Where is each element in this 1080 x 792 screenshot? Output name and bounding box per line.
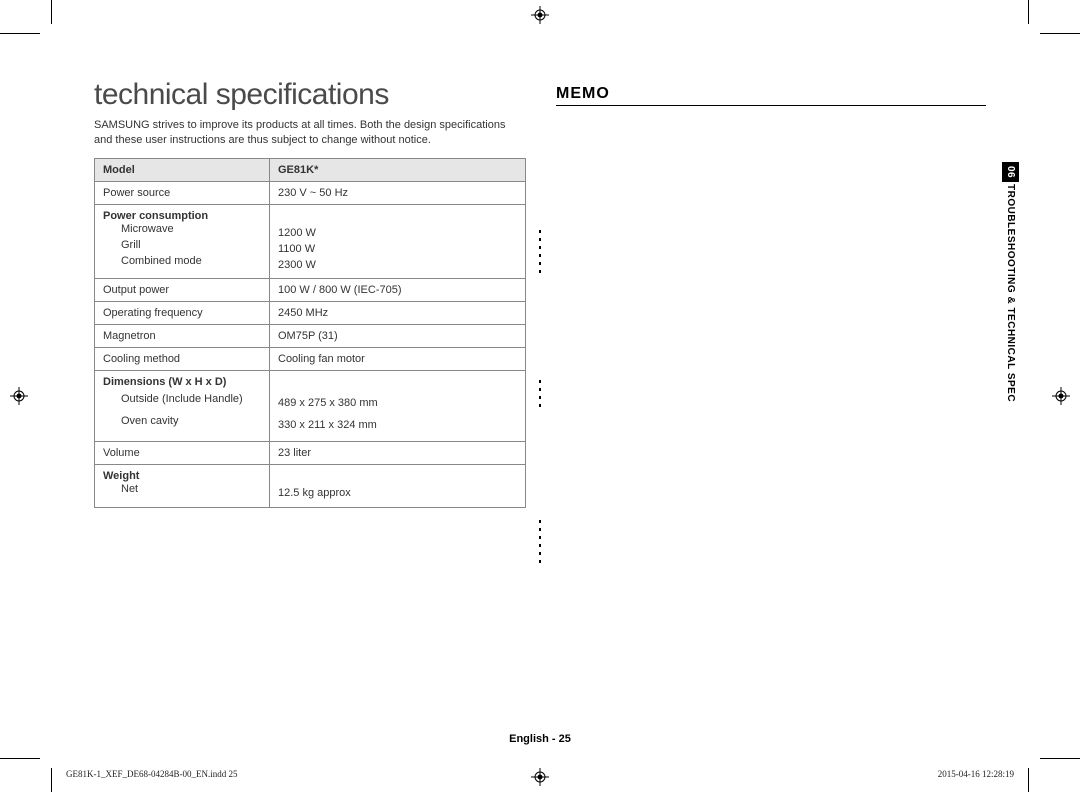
spec-label-head: Dimensions (W x H x D) [103, 376, 226, 388]
registration-mark-icon [10, 387, 28, 405]
spec-label: Output power [95, 279, 270, 302]
spec-subvalue: 330 x 211 x 324 mm [278, 414, 517, 436]
spec-value: 2450 MHz [270, 302, 526, 325]
registration-mark-icon [531, 6, 549, 24]
spec-subvalue: 12.5 kg approx [278, 486, 517, 502]
memo-heading: MEMO [556, 85, 610, 103]
spec-label: Power consumption Microwave Grill Combin… [95, 204, 270, 279]
spec-table: Model GE81K* Power source 230 V ~ 50 Hz … [94, 158, 526, 509]
spec-value: 23 liter [270, 442, 526, 465]
spec-value: OM75P (31) [270, 325, 526, 348]
crop-mark [0, 33, 40, 34]
spec-sublabel: Outside (Include Handle) [103, 388, 261, 410]
spec-sublabel: Oven cavity [103, 410, 261, 432]
table-row: Weight Net 12.5 kg approx [95, 465, 526, 508]
spec-value: 1200 W 1100 W 2300 W [270, 204, 526, 279]
table-header-value: GE81K* [270, 158, 526, 181]
table-row: Power consumption Microwave Grill Combin… [95, 204, 526, 279]
crop-mark [1040, 33, 1080, 34]
spec-subvalue: 2300 W [278, 258, 517, 274]
spec-value: Cooling fan motor [270, 348, 526, 371]
spec-value: 12.5 kg approx [270, 465, 526, 508]
spec-label: Weight Net [95, 465, 270, 508]
crop-mark [51, 768, 52, 792]
table-row: Magnetron OM75P (31) [95, 325, 526, 348]
crop-mark [1028, 0, 1029, 24]
memo-underline [556, 105, 986, 106]
crop-mark [1028, 768, 1029, 792]
page-number: English - 25 [0, 733, 1080, 745]
footer-filename: GE81K-1_XEF_DE68-04284B-00_EN.indd 25 [66, 769, 238, 779]
table-row: Cooling method Cooling fan motor [95, 348, 526, 371]
spec-label: Magnetron [95, 325, 270, 348]
spec-label: Cooling method [95, 348, 270, 371]
crop-mark [1040, 758, 1080, 759]
spec-label: Operating frequency [95, 302, 270, 325]
spec-label: Power source [95, 181, 270, 204]
spec-subvalue: 489 x 275 x 380 mm [278, 392, 517, 414]
spec-sublabel: Microwave [103, 222, 261, 238]
page-title: technical specifications [94, 78, 526, 112]
intro-text: SAMSUNG strives to improve its products … [94, 118, 526, 148]
spec-value: 100 W / 800 W (IEC-705) [270, 279, 526, 302]
spec-value: 230 V ~ 50 Hz [270, 181, 526, 204]
section-tab-number: 06 [1002, 162, 1019, 182]
spec-subvalue: 1100 W [278, 242, 517, 258]
registration-mark-icon [1052, 387, 1070, 405]
crop-mark [0, 758, 40, 759]
table-row: Power source 230 V ~ 50 Hz [95, 181, 526, 204]
section-tab-label: TROUBLESHOOTING & TECHNICAL SPEC [1002, 182, 1019, 406]
fold-mark [539, 380, 541, 412]
spec-label-head: Power consumption [103, 210, 208, 222]
table-row: Operating frequency 2450 MHz [95, 302, 526, 325]
table-row: Volume 23 liter [95, 442, 526, 465]
spec-sublabel: Net [103, 482, 261, 498]
crop-mark [51, 0, 52, 24]
table-row: Dimensions (W x H x D) Outside (Include … [95, 371, 526, 442]
spec-sublabel: Combined mode [103, 254, 261, 270]
fold-mark [539, 520, 541, 568]
table-row: Output power 100 W / 800 W (IEC-705) [95, 279, 526, 302]
spec-sublabel: Grill [103, 238, 261, 254]
spec-label-head: Weight [103, 470, 139, 482]
page: technical specifications SAMSUNG strives… [0, 0, 1080, 792]
spec-subvalue: 1200 W [278, 226, 517, 242]
registration-mark-icon [531, 768, 549, 786]
fold-mark [539, 230, 541, 278]
left-column: technical specifications SAMSUNG strives… [94, 78, 526, 508]
section-tab: 06 TROUBLESHOOTING & TECHNICAL SPEC [1002, 162, 1020, 406]
spec-label: Volume [95, 442, 270, 465]
table-header-model: Model [95, 158, 270, 181]
spec-label: Dimensions (W x H x D) Outside (Include … [95, 371, 270, 442]
footer-timestamp: 2015-04-16 12:28:19 [938, 769, 1014, 779]
spec-value: 489 x 275 x 380 mm 330 x 211 x 324 mm [270, 371, 526, 442]
